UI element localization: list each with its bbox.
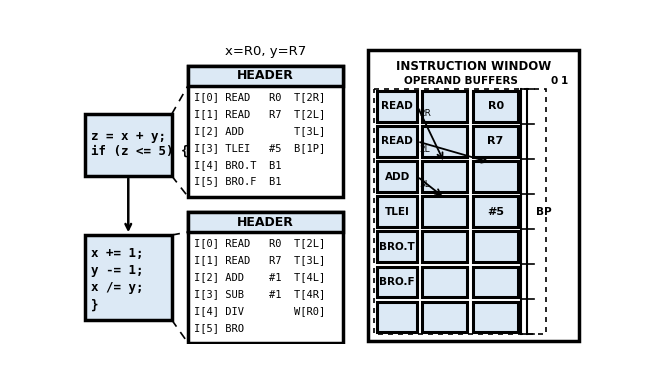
- Text: 0: 0: [550, 77, 557, 86]
- Text: y -= 1;: y -= 1;: [91, 264, 144, 277]
- Bar: [422, 91, 467, 122]
- Text: x /= y;: x /= y;: [91, 281, 144, 294]
- Text: HEADER: HEADER: [237, 69, 294, 82]
- Text: INSTRUCTION WINDOW: INSTRUCTION WINDOW: [395, 60, 551, 72]
- Text: }: }: [91, 298, 98, 311]
- Text: I[2] ADD    #1  T[4L]: I[2] ADD #1 T[4L]: [194, 272, 325, 282]
- Text: I[1] READ   R7  T[2L]: I[1] READ R7 T[2L]: [194, 109, 325, 119]
- Text: BRO.T: BRO.T: [379, 242, 415, 252]
- Text: TLEI: TLEI: [385, 207, 410, 217]
- Bar: [188, 66, 343, 197]
- Text: I[4] BRO.T  B1: I[4] BRO.T B1: [194, 159, 282, 170]
- Bar: [377, 196, 417, 227]
- Bar: [422, 126, 467, 157]
- Text: BRO.F: BRO.F: [379, 277, 415, 287]
- Text: R7: R7: [487, 137, 503, 146]
- Text: x += 1;: x += 1;: [91, 247, 144, 260]
- Text: I[4] DIV        W[R0]: I[4] DIV W[R0]: [194, 306, 325, 316]
- Text: I[3] SUB    #1  T[4R]: I[3] SUB #1 T[4R]: [194, 289, 325, 299]
- Text: z = x + y;: z = x + y;: [91, 130, 166, 142]
- Text: 1: 1: [561, 77, 568, 86]
- Text: READ: READ: [381, 137, 413, 146]
- Bar: [473, 267, 518, 297]
- Bar: [473, 231, 518, 262]
- Bar: [188, 212, 343, 343]
- Bar: [422, 196, 467, 227]
- Text: BP: BP: [536, 207, 551, 217]
- Text: READ: READ: [381, 101, 413, 111]
- Bar: [422, 301, 467, 332]
- Text: if (z <= 5) {: if (z <= 5) {: [91, 145, 189, 158]
- Bar: [377, 301, 417, 332]
- Bar: [473, 161, 518, 192]
- Bar: [188, 66, 343, 86]
- Text: I[0] READ   R0  T[2R]: I[0] READ R0 T[2R]: [194, 92, 325, 102]
- Bar: [377, 91, 417, 122]
- Bar: [473, 301, 518, 332]
- Bar: [188, 212, 343, 232]
- Bar: [368, 50, 579, 341]
- Text: 2R: 2R: [419, 110, 431, 118]
- Text: x=R0, y=R7: x=R0, y=R7: [225, 45, 306, 58]
- Bar: [473, 91, 518, 122]
- Text: 2L: 2L: [419, 144, 430, 154]
- Bar: [374, 89, 546, 334]
- Text: #5: #5: [487, 207, 504, 217]
- Bar: [422, 161, 467, 192]
- Bar: [473, 126, 518, 157]
- Bar: [473, 196, 518, 227]
- Text: R0: R0: [487, 101, 503, 111]
- Text: I[1] READ   R7  T[3L]: I[1] READ R7 T[3L]: [194, 255, 325, 265]
- Bar: [422, 267, 467, 297]
- Text: I[2] ADD        T[3L]: I[2] ADD T[3L]: [194, 126, 325, 136]
- Text: 3L: 3L: [419, 180, 430, 188]
- Text: HEADER: HEADER: [237, 216, 294, 228]
- Text: I[5] BRO: I[5] BRO: [194, 323, 244, 333]
- Bar: [85, 235, 172, 320]
- Text: I[0] READ   R0  T[2L]: I[0] READ R0 T[2L]: [194, 238, 325, 248]
- Text: I[5] BRO.F  B1: I[5] BRO.F B1: [194, 176, 282, 187]
- Bar: [377, 231, 417, 262]
- Text: OPERAND BUFFERS: OPERAND BUFFERS: [404, 77, 518, 86]
- Bar: [377, 267, 417, 297]
- Text: I[3] TLEI   #5  B[1P]: I[3] TLEI #5 B[1P]: [194, 143, 325, 153]
- Text: ADD: ADD: [384, 171, 410, 182]
- Bar: [377, 126, 417, 157]
- Bar: [377, 161, 417, 192]
- Bar: [422, 231, 467, 262]
- Bar: [85, 114, 172, 176]
